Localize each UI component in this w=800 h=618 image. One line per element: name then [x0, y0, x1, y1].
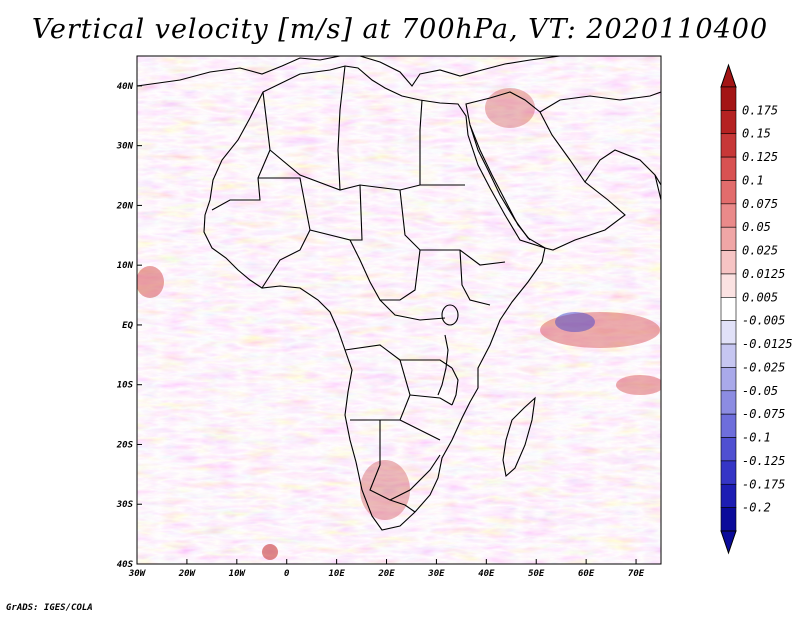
chart-title: Vertical velocity [m/s] at 700hPa, VT: 2… [31, 14, 769, 45]
colorbar-swatch [720, 483, 737, 508]
colorbar-label: -0.005 [742, 314, 785, 328]
colorbar-label: -0.05 [742, 384, 778, 398]
lon-tick-label: 30W [128, 569, 147, 579]
lon-tick-label: 30E [427, 569, 445, 579]
lat-tick-label: 10N [117, 261, 134, 271]
colorbar-swatch [720, 507, 737, 532]
colorbar-label: -0.125 [742, 454, 785, 468]
colorbar-label: 0.025 [742, 244, 778, 258]
grads-credit: GrADS: IGES/COLA [6, 603, 93, 613]
colorbar-label: 0.1 [742, 173, 764, 187]
lon-tick-label: 10W [229, 569, 247, 579]
lat-tick-label: 40S [117, 560, 134, 570]
colorbar-label: -0.075 [742, 407, 785, 421]
lon-tick-label: 50E [528, 569, 545, 579]
colorbar-swatch [720, 180, 737, 205]
colorbar-swatch [720, 156, 737, 181]
colorbar-label: 0.075 [742, 197, 778, 211]
colorbar-label: 0.005 [742, 290, 778, 304]
colorbar-top-arrow [720, 63, 737, 88]
colorbar-label: -0.0125 [742, 337, 793, 351]
colorbar-label: -0.025 [742, 360, 785, 374]
colorbar-bottom-arrow [720, 530, 737, 555]
colorbar-label: -0.2 [742, 501, 771, 515]
colorbar-swatch [720, 320, 737, 345]
colorbar-swatch [720, 390, 737, 415]
colorbar-swatch [720, 250, 737, 275]
lat-tick-label: EQ [122, 321, 133, 331]
lat-tick-label: 10S [117, 381, 134, 391]
colorbar-label: 0.175 [742, 103, 778, 117]
colorbar-swatch [720, 367, 737, 392]
plot-frame [136, 55, 662, 565]
colorbar-label: 0.0125 [742, 267, 785, 281]
velocity-field [137, 56, 661, 564]
lat-tick-label: 20S [116, 440, 134, 450]
colorbar-swatch [720, 460, 737, 485]
lon-tick-label: 10E [328, 569, 345, 579]
colorbar-swatch [720, 86, 737, 111]
colorbar-swatch [720, 273, 737, 298]
lon-tick-label: 60E [578, 569, 595, 579]
colorbar-swatch [720, 413, 737, 438]
lat-tick-label: 20N [116, 201, 134, 211]
coastlines [137, 56, 661, 531]
lat-tick-label: 30S [116, 500, 134, 510]
colorbar-swatch [720, 343, 737, 368]
colorbar-label: 0.15 [742, 127, 771, 141]
lon-tick-label: 40E [478, 569, 495, 579]
colorbar-swatch [720, 203, 737, 228]
lat-tick-label: 30N [116, 142, 134, 152]
colorbar-label: -0.175 [742, 477, 785, 491]
colorbar: 0.175 0.15 0.125 0.1 0.075 0.05 0.025 0.0125 0.0… [720, 63, 793, 555]
colorbar-label: -0.1 [742, 431, 771, 445]
lon-tick-label: 20E [377, 569, 395, 579]
colorbar-label: 0.05 [742, 220, 771, 234]
colorbar-swatch [720, 226, 737, 251]
lon-tick-label: 0 [284, 569, 290, 579]
colorbar-swatch [720, 297, 737, 321]
lon-tick-label: 70E [628, 569, 645, 579]
colorbar-label: 0.125 [742, 150, 778, 164]
lat-tick-label: 40N [117, 82, 134, 92]
colorbar-swatch [720, 133, 737, 158]
lon-tick-label: 20W [178, 569, 197, 579]
longitude-axis: 30W 20W 10W 0 10E 20E 30E 40E 50E 60E 70E [128, 559, 645, 579]
colorbar-swatch [720, 437, 737, 462]
latitude-axis: 40N 30N 20N 10N EQ 10S 20S 30S 40S [116, 82, 142, 570]
colorbar-swatch [720, 110, 737, 135]
